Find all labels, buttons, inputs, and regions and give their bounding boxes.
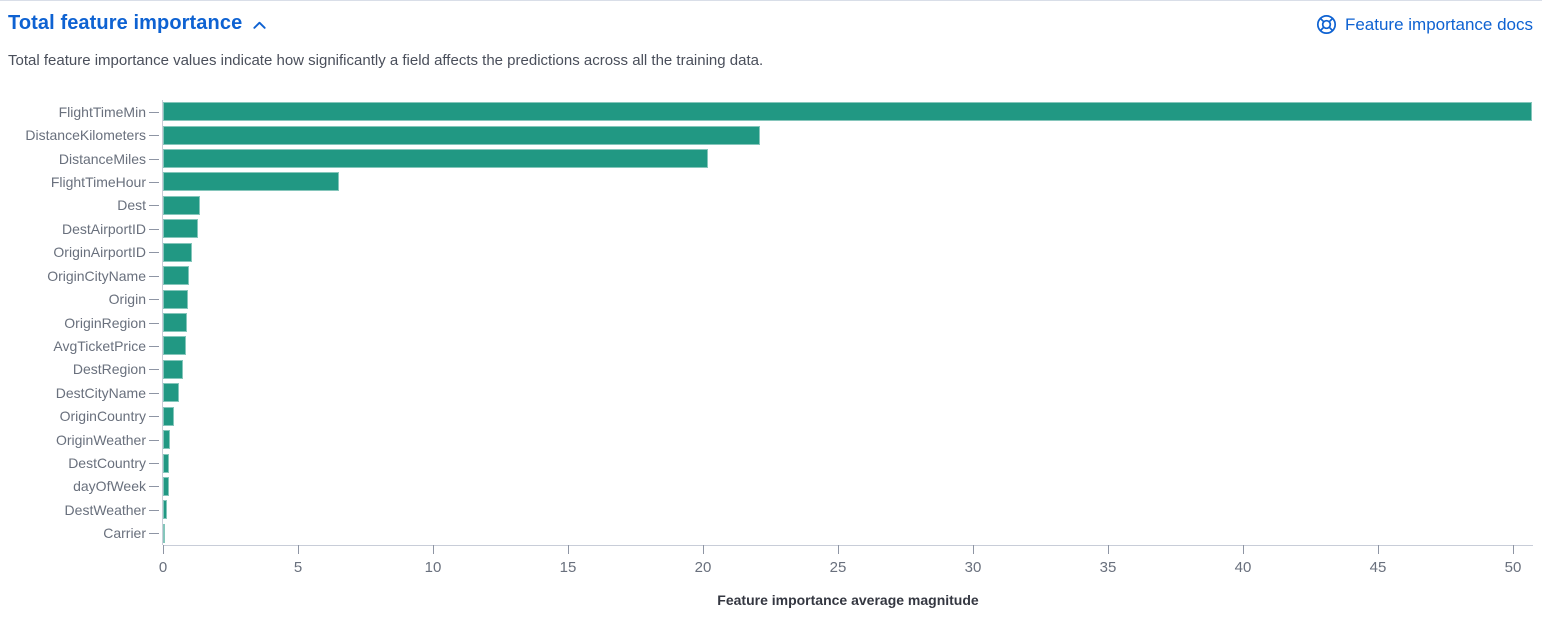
y-axis-tick (149, 322, 159, 324)
y-axis-label-FlightTimeMin: FlightTimeMin (58, 103, 146, 120)
y-axis-label-Dest: Dest (117, 197, 146, 214)
y-axis-tick (149, 509, 159, 511)
bar-OriginRegion (163, 313, 187, 332)
bar-OriginCityName (163, 266, 190, 286)
x-axis-tick (838, 545, 839, 554)
x-axis-tick (1513, 545, 1515, 554)
y-axis-tick (149, 228, 159, 230)
x-axis-tick (1378, 545, 1380, 554)
y-axis-tick (149, 275, 159, 277)
y-axis-tick (149, 533, 159, 535)
y-axis-label-DestWeather: DestWeather (64, 501, 146, 518)
x-axis-line (163, 545, 1533, 546)
x-axis-title: Feature importance average magnitude (717, 592, 979, 608)
x-axis-tick (163, 545, 164, 554)
y-axis-label-OriginAirportID: OriginAirportID (53, 244, 146, 261)
y-axis-tick (149, 158, 159, 160)
y-axis-tick (149, 486, 159, 488)
y-axis-label-DestAirportID: DestAirportID (61, 220, 146, 237)
y-axis-label-OriginWeather: OriginWeather (55, 431, 146, 448)
bar-AvgTicketPrice (163, 336, 186, 356)
y-axis-line (162, 100, 163, 545)
y-axis-label-OriginRegion: OriginRegion (64, 314, 146, 331)
bar-Origin (163, 289, 189, 309)
bar-Dest (163, 195, 200, 215)
y-axis-tick (149, 299, 159, 301)
y-axis-tick (149, 392, 159, 394)
x-axis-tick-label-35: 35 (1099, 559, 1117, 576)
bar-dayOfWeek (163, 476, 169, 496)
feature-importance-docs-link[interactable]: Feature importance docs (1316, 14, 1533, 35)
x-axis-tick-label-45: 45 (1369, 559, 1387, 576)
y-axis-tick (149, 439, 159, 441)
y-axis-label-AvgTicketPrice: AvgTicketPrice (53, 337, 146, 354)
bar-OriginWeather (163, 430, 171, 450)
y-axis-tick (149, 345, 159, 347)
x-axis-tick (568, 545, 569, 554)
x-axis-tick (1243, 545, 1245, 554)
x-axis-tick-label-50: 50 (1504, 559, 1522, 576)
y-axis-tick (149, 205, 159, 207)
x-axis-tick (433, 545, 434, 554)
x-axis-tick-label-15: 15 (559, 559, 577, 576)
y-axis-label-OriginCountry: OriginCountry (59, 408, 146, 425)
bar-DestRegion (163, 359, 183, 379)
bar-OriginCountry (163, 406, 174, 426)
x-axis-tick (1108, 545, 1109, 554)
y-axis-label-DestCountry: DestCountry (68, 455, 146, 472)
x-axis-tick-label-10: 10 (424, 559, 442, 576)
bar-DistanceMiles (163, 149, 709, 169)
accordion-toggle-total-feature-importance[interactable]: Total feature importance (8, 12, 267, 35)
section-title: Total feature importance (8, 12, 243, 34)
panel-header: Total feature importance Feature importa… (8, 12, 1533, 42)
bar-Carrier (163, 523, 165, 543)
x-axis-tick-label-5: 5 (293, 559, 303, 576)
panel-description: Total feature importance values indicate… (8, 52, 764, 69)
y-axis-label-DestCityName: DestCityName (55, 384, 146, 401)
y-axis-tick (149, 135, 159, 137)
y-axis-tick (149, 111, 159, 113)
bar-FlightTimeMin (163, 102, 1532, 122)
y-axis-tick (149, 463, 159, 465)
bar-DestCountry (163, 453, 170, 473)
y-axis-label-dayOfWeek: dayOfWeek (73, 478, 146, 495)
docs-link-label: Feature importance docs (1344, 14, 1533, 34)
bar-DestAirportID (163, 219, 199, 239)
x-axis-tick-label-25: 25 (829, 559, 847, 576)
y-axis-label-Origin: Origin (108, 291, 146, 308)
bar-DistanceKilometers (163, 125, 760, 145)
y-axis-tick (149, 181, 159, 183)
y-axis-label-DistanceMiles: DistanceMiles (58, 150, 146, 167)
panel-top-border (0, 0, 1542, 1)
y-axis-label-DistanceKilometers: DistanceKilometers (25, 127, 146, 144)
y-axis-label-OriginCityName: OriginCityName (47, 267, 146, 284)
x-axis-tick-label-40: 40 (1234, 559, 1252, 576)
y-axis-label-Carrier: Carrier (103, 525, 146, 542)
bar-DestWeather (163, 500, 168, 520)
help-icon (1316, 14, 1336, 35)
x-axis-tick-label-30: 30 (964, 559, 982, 576)
bar-OriginAirportID (163, 242, 193, 262)
chevron-up-icon (253, 21, 266, 29)
x-axis-tick-label-0: 0 (158, 559, 168, 576)
bar-DestCityName (163, 383, 180, 403)
bar-FlightTimeHour (163, 172, 339, 192)
y-axis-label-FlightTimeHour: FlightTimeHour (50, 173, 146, 190)
x-axis-tick (703, 545, 704, 554)
x-axis-tick (298, 545, 299, 554)
x-axis-tick (973, 545, 974, 554)
y-axis-tick (149, 416, 159, 418)
y-axis-tick (149, 369, 159, 371)
y-axis-tick (149, 252, 159, 254)
x-axis-tick-label-20: 20 (694, 559, 712, 576)
y-axis-label-DestRegion: DestRegion (72, 361, 146, 378)
